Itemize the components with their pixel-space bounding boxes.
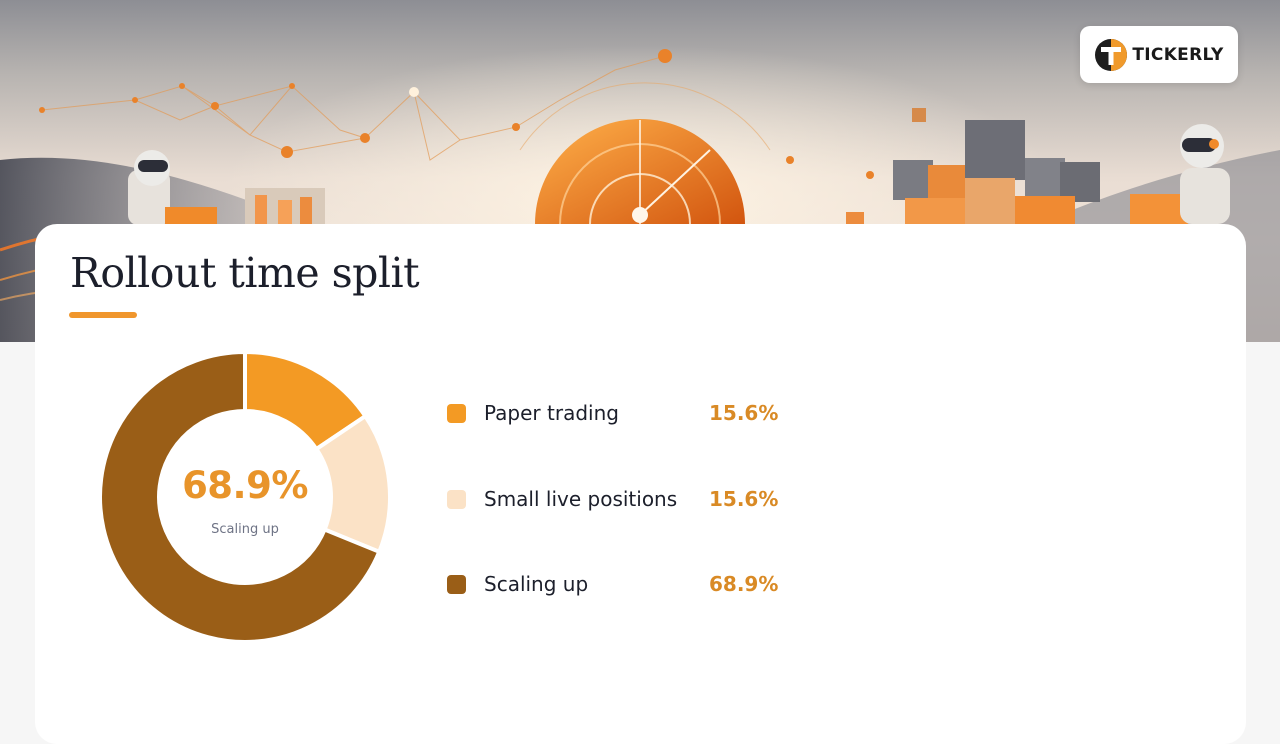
legend-swatch bbox=[447, 489, 466, 509]
legend-value: 15.6% bbox=[709, 487, 779, 511]
donut-chart bbox=[100, 352, 390, 642]
chart-title: Rollout time split bbox=[70, 249, 420, 297]
legend-swatch bbox=[447, 403, 466, 423]
donut-slice-scaling-up bbox=[100, 352, 382, 642]
brand-name: TICKERLY bbox=[1132, 44, 1224, 65]
legend-item-small-live-positions: Small live positions 15.6% bbox=[447, 484, 807, 514]
cubes-illustration bbox=[846, 108, 1188, 224]
legend-swatch bbox=[447, 574, 466, 594]
legend-value: 15.6% bbox=[709, 401, 779, 425]
donut-center-value: 68.9% bbox=[182, 464, 308, 507]
legend-label: Small live positions bbox=[484, 487, 678, 511]
brand-logo[interactable]: TICKERLY bbox=[1080, 26, 1238, 83]
chart-card: Rollout time split 68.9% Scaling up Pape… bbox=[35, 224, 1246, 744]
legend-item-scaling-up: Scaling up 68.9% bbox=[447, 569, 807, 599]
legend-label: Scaling up bbox=[484, 572, 589, 596]
legend-item-paper-trading: Paper trading 15.6% bbox=[447, 398, 807, 428]
legend-label: Paper trading bbox=[484, 401, 619, 425]
logo-icon bbox=[1095, 38, 1128, 71]
legend-value: 68.9% bbox=[709, 572, 779, 596]
robot-right-illustration bbox=[1180, 124, 1230, 224]
donut-center-label: Scaling up bbox=[211, 522, 279, 537]
robot-left-illustration bbox=[128, 150, 217, 225]
title-accent-bar bbox=[69, 312, 137, 318]
